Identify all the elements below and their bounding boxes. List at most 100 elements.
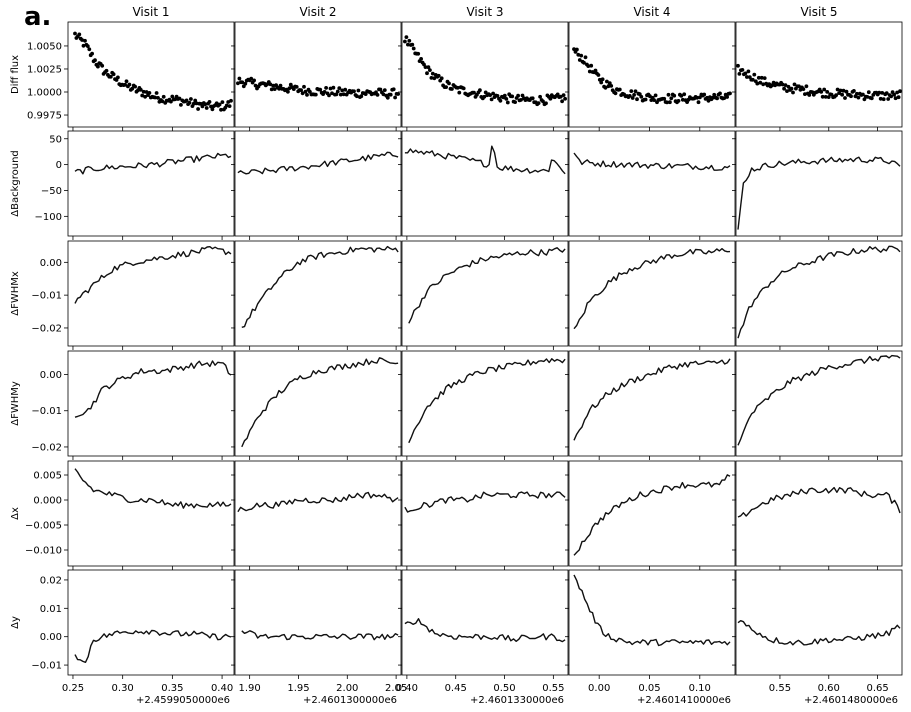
y-tick-label: 0.00 (40, 632, 62, 643)
flux-point (520, 93, 525, 98)
flux-point (722, 96, 727, 100)
flux-point (243, 81, 248, 86)
flux-point (797, 84, 801, 89)
axes-frame (401, 21, 569, 128)
flux-point (792, 82, 797, 87)
flux-point (762, 76, 767, 80)
flux-point (589, 63, 594, 68)
flux-point (396, 92, 400, 96)
flux-point (502, 93, 507, 98)
flux-point (583, 55, 588, 60)
flux-point (93, 58, 97, 63)
flux-point (482, 94, 487, 99)
flux-point (385, 95, 390, 100)
x-tick-label: 0.65 (866, 683, 888, 694)
y-tick-label: 0.005 (33, 471, 62, 482)
series-line (573, 574, 731, 647)
flux-point (335, 89, 340, 94)
flux-point (740, 68, 745, 72)
axes-frame (67, 460, 235, 567)
flux-point (745, 75, 749, 79)
flux-point (133, 84, 138, 89)
flux-point (593, 68, 598, 73)
flux-point (803, 92, 807, 96)
flux-point (277, 86, 281, 91)
flux-point (718, 91, 722, 96)
x-tick-label: 2.00 (336, 683, 358, 694)
flux-point (893, 96, 898, 101)
flux-point (613, 91, 618, 96)
flux-point (156, 96, 160, 100)
axes-frame (234, 350, 402, 457)
flux-point (227, 104, 232, 108)
flux-point (878, 96, 883, 101)
x-tick-label: 0.25 (62, 683, 84, 694)
flux-point (407, 38, 412, 43)
x-tick-label: 1.90 (239, 683, 261, 694)
y-tick-label: 50 (49, 134, 62, 145)
flux-point (363, 92, 368, 96)
flux-point (596, 73, 601, 77)
axes-frame (401, 130, 569, 237)
axes-frame (568, 569, 736, 676)
flux-point (189, 97, 193, 101)
y-tick-label: 0.00 (40, 370, 62, 381)
series-line (237, 151, 399, 175)
flux-point (599, 80, 604, 85)
flux-point (140, 93, 145, 98)
axes-frame (735, 350, 903, 457)
flux-point (154, 91, 159, 95)
flux-point (665, 100, 669, 105)
flux-point (90, 51, 94, 56)
series-line (404, 145, 566, 175)
x-offset-label: +2.4601410000e6 (637, 695, 731, 706)
flux-point (843, 96, 847, 100)
series-line (241, 245, 399, 328)
flux-point (327, 93, 331, 98)
flux-point (755, 81, 760, 86)
y-axis-label: Δy (10, 616, 21, 629)
flux-point (750, 77, 755, 82)
flux-point (676, 99, 681, 103)
flux-point (780, 82, 785, 87)
flux-point (391, 87, 396, 92)
flux-point (425, 71, 429, 76)
flux-point (627, 94, 632, 98)
flux-point (318, 87, 323, 92)
flux-point (822, 87, 827, 92)
flux-point (852, 89, 856, 93)
flux-point (804, 84, 809, 89)
flux-point (108, 74, 113, 79)
flux-point (841, 88, 846, 93)
series-line (573, 248, 731, 330)
x-tick-label: 1.95 (287, 683, 309, 694)
flux-point (579, 53, 584, 58)
flux-point (752, 72, 757, 77)
flux-point (498, 98, 503, 103)
axes-frame (401, 569, 569, 676)
flux-point (838, 88, 843, 93)
x-tick-label: 0.55 (542, 683, 564, 694)
flux-point (203, 102, 208, 107)
flux-point (461, 86, 466, 91)
flux-point (695, 95, 699, 100)
flux-point (881, 97, 886, 102)
series-line (241, 357, 399, 448)
flux-point (104, 68, 109, 73)
flux-point (715, 96, 719, 101)
flux-point (81, 43, 86, 48)
flux-point (300, 91, 305, 96)
series-line (74, 468, 232, 509)
flux-point (341, 92, 346, 97)
flux-point (249, 76, 254, 81)
flux-point (393, 95, 397, 100)
flux-point (111, 72, 116, 77)
flux-point (759, 75, 764, 80)
y-tick-label: −0.01 (31, 406, 62, 417)
axes-frame (568, 130, 736, 237)
flux-point (303, 89, 308, 94)
flux-point (600, 77, 605, 82)
y-tick-label: −0.02 (31, 323, 62, 334)
y-tick-label: 0.9975 (27, 111, 62, 122)
flux-point (356, 88, 361, 93)
